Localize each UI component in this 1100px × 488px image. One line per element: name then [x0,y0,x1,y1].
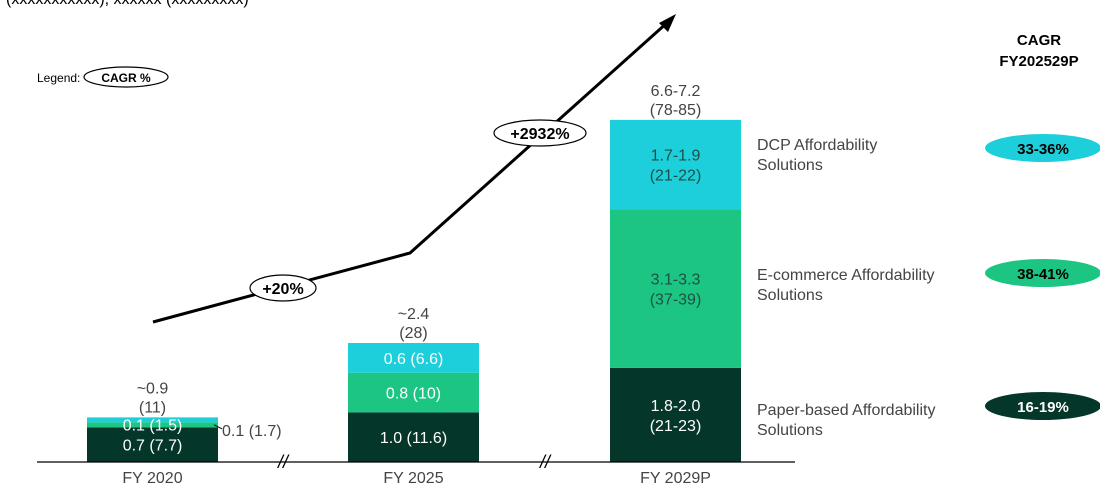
cagr-header-line2: FY202529P [999,53,1078,70]
legend-pill-shape [83,66,169,88]
bar-ecommerce-1 [87,422,218,428]
bar-paper-1 [87,427,218,462]
series-label-dcp-line2: Solutions [757,157,823,174]
bar-paper-2 [348,412,479,462]
bar-ecommerce-2 [348,372,479,413]
axis-break-1: // [276,452,290,472]
cagr-badge-paper [985,392,1100,420]
total-label-2-line2: (28) [399,325,427,342]
cagr-badge-ecommerce [985,259,1100,287]
header-fragment: (xxxxxxxxxxx), xxxxxx (xxxxxxxxx) [6,0,249,8]
total-label-1-line2: (11) [139,399,166,416]
growth-pill-2 [493,119,587,147]
series-label-dcp-line1: DCP Affordability [757,137,877,154]
growth-label-2: +2932% [510,126,569,143]
x-axis: FY 2020 FY 2025 FY 2029P // // [37,452,795,487]
bars [87,119,741,462]
total-label-1-line1: ~0.9 [137,380,169,397]
x-tick-label-1: FY 2020 [122,470,182,487]
data-label-dcp-2: 0.6 (6.6) [384,351,444,368]
legend-pill-text: CAGR % [101,71,151,85]
data-label-ecommerce-2: 0.8 (10) [386,386,441,403]
leader-line-ecommerce-1 [213,424,223,430]
growth-pill-1 [249,274,317,302]
data-label-paper-3-line1: 1.8-2.0 [651,398,701,415]
bar-labels: 0.7 (7.7) 1.0 (11.6) 1.8-2.0 (21-23) 0.1 (1.… [123,83,702,455]
bar-dcp-2 [348,343,479,373]
cagr-value-paper: 16-19% [1017,399,1069,416]
data-label-dcp-3-line2: (21-22) [650,168,702,185]
data-label-ecommerce-3-line2: (37-39) [650,291,702,308]
series-label-paper-line1: Paper-based Affordability [757,402,935,419]
total-label-3-line2: (78-85) [650,102,702,119]
legend-label: Legend: [37,71,80,85]
series-label-ecommerce-line2: Solutions [757,287,823,304]
bar-dcp-3 [610,119,741,210]
total-label-3-line1: 6.6-7.2 [651,83,701,100]
growth-arrow: +20% +2932% [152,14,676,324]
series-legend: DCP Affordability Solutions E-commerce Aff… [757,137,935,439]
total-label-2-line1: ~2.4 [398,306,430,323]
data-label-paper-2: 1.0 (11.6) [380,430,447,447]
series-label-ecommerce-line1: E-commerce Affordability [757,267,935,284]
data-label-ecommerce-3-line1: 3.1-3.3 [651,271,701,288]
x-tick-label-3: FY 2029P [640,470,711,487]
data-label-dcp-3-line1: 1.7-1.9 [651,148,701,165]
bar-ecommerce-3 [610,209,741,368]
cagr-badge-dcp [985,134,1100,162]
legend-pill: CAGR % [83,66,169,88]
x-tick-label-2: FY 2025 [383,470,443,487]
axis-break-2: // [538,452,552,472]
data-label-dcp-1: 0.1 (1.5) [123,417,183,434]
cagr-value-dcp: 33-36% [1017,141,1069,158]
growth-arrow-head [659,14,676,32]
bar-dcp-1 [87,417,218,423]
series-label-paper-line2: Solutions [757,422,823,439]
bar-paper-3 [610,367,741,462]
data-label-ecommerce-1: 0.1 (1.7) [222,423,282,440]
cagr-value-ecommerce: 38-41% [1017,266,1069,283]
cagr-header-line1: CAGR [1017,32,1061,49]
data-label-paper-1: 0.7 (7.7) [123,438,183,455]
growth-label-1: +20% [262,281,303,298]
growth-arrow-line [152,20,670,324]
data-label-paper-3-line2: (21-23) [650,418,702,435]
cagr-badges: 33-36% 38-41% 16-19% [985,134,1100,420]
